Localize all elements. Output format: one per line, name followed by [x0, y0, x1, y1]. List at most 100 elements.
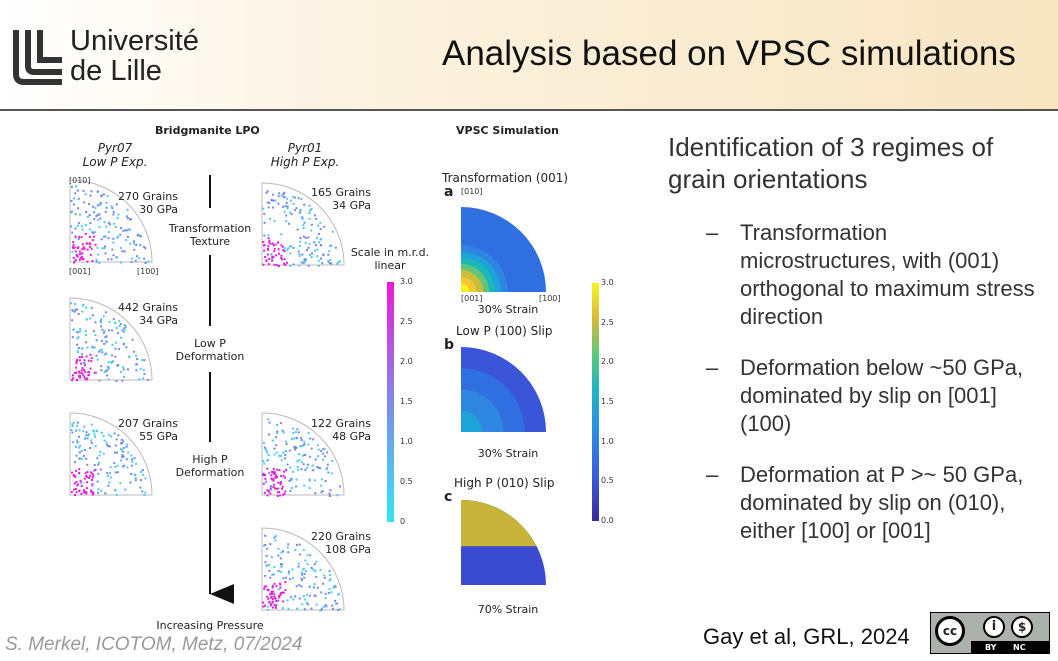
grain-point	[120, 438, 123, 441]
grain-point	[104, 210, 107, 213]
grain-point	[280, 233, 283, 236]
grain-point	[98, 226, 101, 229]
grain-point	[268, 471, 271, 474]
grain-point	[272, 206, 275, 209]
grain-point	[109, 476, 112, 479]
grain-point	[264, 604, 267, 607]
grain-point	[133, 248, 136, 251]
grain-point	[75, 445, 78, 448]
grain-point	[282, 493, 285, 496]
grain-point	[106, 474, 109, 477]
grain-point	[278, 192, 281, 195]
grain-point	[76, 254, 79, 257]
grain-point	[324, 597, 327, 600]
grain-point	[86, 475, 89, 478]
grain-point	[121, 454, 124, 457]
grain-point	[264, 574, 267, 577]
grain-point	[314, 570, 317, 573]
grain-point	[298, 584, 301, 587]
grain-point	[275, 603, 278, 606]
grain-point	[302, 235, 305, 238]
grain-point	[264, 474, 267, 477]
grain-point	[113, 222, 116, 225]
grain-point	[94, 206, 97, 209]
grain-point	[103, 439, 106, 442]
grain-point	[137, 233, 140, 236]
grain-point	[88, 476, 91, 479]
grain-point	[277, 241, 280, 244]
grain-point	[319, 568, 322, 571]
grain-point	[264, 448, 267, 451]
grain-point	[80, 225, 83, 228]
grain-point	[71, 231, 74, 234]
grain-point	[122, 368, 125, 371]
sim-axis-010: [010]	[461, 187, 483, 196]
grain-point	[277, 554, 280, 557]
grain-point	[334, 585, 337, 588]
grain-point	[266, 451, 269, 454]
grain-point	[95, 339, 98, 342]
grain-point	[283, 191, 286, 194]
grain-point	[118, 319, 121, 322]
grain-point	[277, 202, 280, 205]
grain-point	[298, 597, 301, 600]
grain-point	[264, 534, 267, 537]
grain-point	[296, 428, 299, 431]
grain-point	[81, 347, 84, 350]
grain-point	[90, 489, 93, 492]
grain-point	[273, 471, 276, 474]
grain-point	[287, 572, 290, 575]
grain-point	[125, 458, 128, 461]
grain-point	[263, 585, 266, 588]
grain-point	[108, 320, 111, 323]
grain-point	[291, 576, 294, 579]
grain-point	[287, 543, 290, 546]
grain-point	[128, 228, 131, 231]
grain-point	[82, 189, 85, 192]
grain-point	[270, 474, 273, 477]
grain-point	[129, 473, 132, 476]
grain-point	[86, 463, 89, 466]
colorbar-tick: 1.0	[601, 436, 614, 446]
grain-point	[290, 213, 293, 216]
grain-point	[326, 467, 329, 470]
grain-point	[339, 485, 342, 488]
grain-point	[310, 223, 313, 226]
contour-band	[461, 283, 470, 292]
grain-point	[72, 328, 75, 331]
grain-point	[304, 258, 307, 261]
university-logo-text: Université de Lille	[70, 25, 199, 87]
grain-point	[80, 362, 83, 365]
grain-point	[135, 462, 138, 465]
grain-point	[80, 353, 83, 356]
cc-by-nc-badge[interactable]: cc i $ BY NC	[930, 612, 1050, 654]
grain-point	[76, 224, 79, 227]
grain-point	[84, 490, 87, 493]
grain-point	[280, 194, 283, 197]
grain-point	[134, 363, 137, 366]
grain-point	[105, 206, 108, 209]
grain-point	[312, 586, 315, 589]
grain-point	[312, 469, 315, 472]
grain-point	[266, 201, 269, 204]
grain-point	[279, 482, 282, 485]
grain-point	[85, 334, 88, 337]
grain-point	[90, 441, 93, 444]
grain-point	[275, 424, 278, 427]
grain-point	[120, 261, 123, 264]
grain-point	[263, 587, 266, 590]
grain-point	[90, 439, 93, 442]
colorbar-tick: 2.5	[601, 317, 614, 327]
grain-point	[313, 214, 316, 217]
grain-point	[112, 210, 115, 213]
grain-point	[82, 491, 85, 494]
grain-point	[271, 592, 274, 595]
grain-point	[92, 491, 95, 494]
grain-point	[325, 468, 328, 471]
grain-point	[323, 576, 326, 579]
grain-point	[322, 254, 325, 257]
vpsc-colorbar	[592, 283, 599, 521]
colorbar-tick: 0.0	[601, 516, 614, 525]
grain-point	[90, 190, 93, 193]
grain-point	[94, 468, 97, 471]
